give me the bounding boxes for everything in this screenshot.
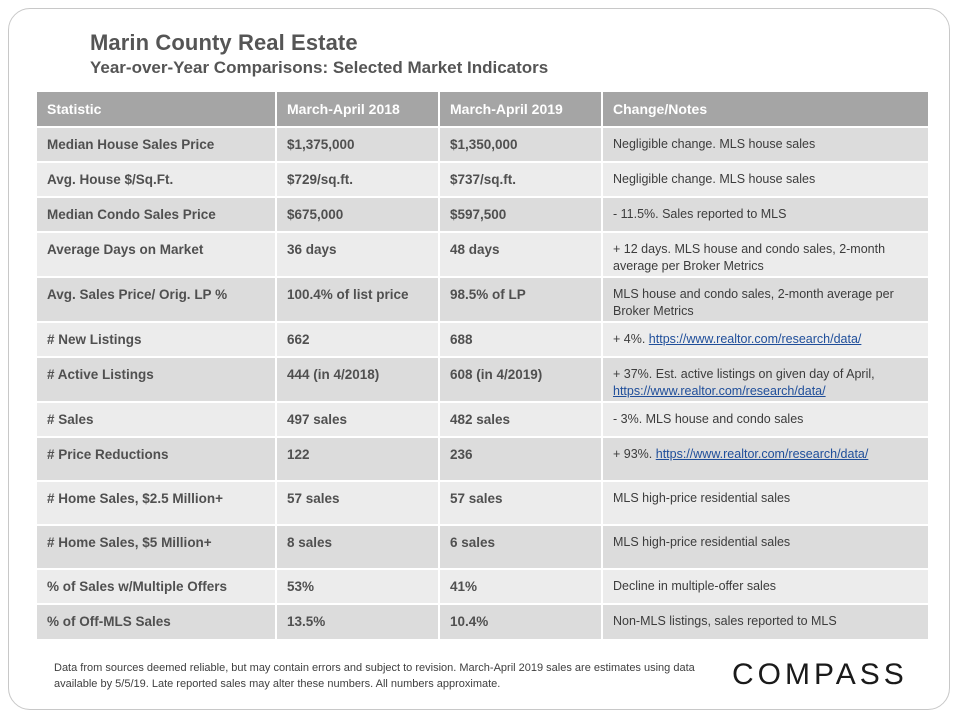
realtor-data-link[interactable]: https://www.realtor.com/research/data/ [655, 447, 869, 461]
cell-change-notes: + 37%. Est. active listings on given day… [602, 356, 928, 402]
cell-2019-value: 57 sales [439, 480, 603, 525]
cell-statistic: # Home Sales, $2.5 Million+ [37, 480, 277, 525]
note-text: MLS high-price residential sales [613, 491, 791, 505]
cell-2019-value: $1,350,000 [439, 126, 603, 162]
note-text: MLS house and condo sales, 2-month avera… [613, 287, 894, 318]
note-text: + 93%. [613, 447, 656, 461]
cell-change-notes: Negligible change. MLS house sales [602, 161, 928, 197]
cell-2019-value: 236 [439, 436, 603, 481]
compass-logo: COMPASS [732, 658, 908, 691]
cell-2018-value: 57 sales [276, 480, 440, 525]
cell-2018-value: $729/sq.ft. [276, 161, 440, 197]
table-header-row: Statistic March-April 2018 March-April 2… [37, 92, 928, 127]
page-subtitle: Year-over-Year Comparisons: Selected Mar… [90, 58, 549, 77]
cell-2018-value: 36 days [276, 231, 440, 277]
cell-2019-value: $737/sq.ft. [439, 161, 603, 197]
cell-statistic: # Active Listings [37, 356, 277, 402]
note-text: - 3%. MLS house and condo sales [613, 412, 804, 426]
cell-2018-value: 497 sales [276, 401, 440, 437]
table-row: % of Off-MLS Sales 13.5% 10.4% Non-MLS list… [37, 603, 928, 639]
cell-change-notes: + 93%. https://www.realtor.com/research/… [602, 436, 928, 481]
cell-2019-value: 6 sales [439, 524, 603, 569]
cell-2018-value: 13.5% [276, 603, 440, 639]
footer-disclaimer: Data from sources deemed reliable, but m… [54, 662, 695, 690]
note-text: Non-MLS listings, sales reported to MLS [613, 614, 837, 628]
page-title: Marin County Real Estate [90, 30, 358, 55]
note-text: + 12 days. MLS house and condo sales, 2-… [613, 242, 886, 273]
cell-2018-value: 122 [276, 436, 440, 481]
cell-statistic: Avg. Sales Price/ Orig. LP % [37, 276, 277, 322]
cell-statistic: # Price Reductions [37, 436, 277, 481]
cell-2018-value: 444 (in 4/2018) [276, 356, 440, 402]
cell-statistic: Avg. House $/Sq.Ft. [37, 161, 277, 197]
cell-change-notes: - 3%. MLS house and condo sales [602, 401, 928, 437]
cell-change-notes: Negligible change. MLS house sales [602, 126, 928, 162]
cell-2018-value: 100.4% of list price [276, 276, 440, 322]
cell-statistic: % of Off-MLS Sales [37, 603, 277, 639]
cell-change-notes: MLS high-price residential sales [602, 524, 928, 569]
cell-2019-value: $597,500 [439, 196, 603, 232]
cell-2018-value: $675,000 [276, 196, 440, 232]
cell-2018-value: 8 sales [276, 524, 440, 569]
table-row: # Sales 497 sales 482 sales - 3%. MLS house… [37, 401, 928, 437]
note-text: + 4%. [613, 332, 649, 346]
cell-statistic: % of Sales w/Multiple Offers [37, 568, 277, 604]
cell-2019-value: 48 days [439, 231, 603, 277]
cell-2018-value: 662 [276, 321, 440, 357]
note-text: Negligible change. MLS house sales [613, 137, 816, 151]
table-row: Median House Sales Price $1,375,000 $1,350… [37, 126, 928, 162]
cell-statistic: # Home Sales, $5 Million+ [37, 524, 277, 569]
cell-change-notes: Non-MLS listings, sales reported to MLS [602, 603, 928, 639]
cell-2019-value: 98.5% of LP [439, 276, 603, 322]
header-statistic: Statistic [37, 92, 277, 127]
cell-statistic: # Sales [37, 401, 277, 437]
note-text: + 37%. Est. active listings on given day… [613, 367, 875, 381]
table-row: Median Condo Sales Price $675,000 $597,500… [37, 196, 928, 232]
cell-2019-value: 10.4% [439, 603, 603, 639]
table-row: Avg. Sales Price/ Orig. LP % 100.4% of li… [37, 276, 928, 322]
table-row: # Price Reductions 122 236 + 93%. https://w… [37, 436, 928, 481]
market-indicators-table: Statistic March-April 2018 March-April 2… [37, 92, 928, 639]
note-text: Decline in multiple-offer sales [613, 579, 777, 593]
table-row: # New Listings 662 688 + 4%. https://www.re… [37, 321, 928, 357]
header-change-notes: Change/Notes [602, 92, 928, 127]
table-row: Average Days on Market 36 days 48 days + 12… [37, 231, 928, 277]
note-text: - 11.5%. Sales reported to MLS [613, 207, 787, 221]
note-text: MLS high-price residential sales [613, 535, 791, 549]
realtor-data-link[interactable]: https://www.realtor.com/research/data/ [648, 332, 862, 346]
cell-change-notes: MLS house and condo sales, 2-month avera… [602, 276, 928, 322]
header-march-april-2018: March-April 2018 [276, 92, 440, 127]
cell-change-notes: + 4%. https://www.realtor.com/research/d… [602, 321, 928, 357]
cell-2019-value: 482 sales [439, 401, 603, 437]
cell-change-notes: - 11.5%. Sales reported to MLS [602, 196, 928, 232]
cell-statistic: Median House Sales Price [37, 126, 277, 162]
cell-statistic: # New Listings [37, 321, 277, 357]
cell-2019-value: 41% [439, 568, 603, 604]
cell-statistic: Average Days on Market [37, 231, 277, 277]
cell-change-notes: + 12 days. MLS house and condo sales, 2-… [602, 231, 928, 277]
header-march-april-2019: March-April 2019 [439, 92, 603, 127]
table-row: Avg. House $/Sq.Ft. $729/sq.ft. $737/sq.ft… [37, 161, 928, 197]
cell-2019-value: 688 [439, 321, 603, 357]
table-row: % of Sales w/Multiple Offers 53% 41% Declin… [37, 568, 928, 604]
realtor-data-link[interactable]: https://www.realtor.com/research/data/ [613, 384, 826, 398]
table-row: # Home Sales, $5 Million+ 8 sales 6 sales M… [37, 524, 928, 569]
table-row: # Home Sales, $2.5 Million+ 57 sales 57 sa… [37, 480, 928, 525]
cell-change-notes: MLS high-price residential sales [602, 480, 928, 525]
cell-2018-value: 53% [276, 568, 440, 604]
cell-change-notes: Decline in multiple-offer sales [602, 568, 928, 604]
table-row: # Active Listings 444 (in 4/2018) 608 (in … [37, 356, 928, 402]
cell-statistic: Median Condo Sales Price [37, 196, 277, 232]
cell-2018-value: $1,375,000 [276, 126, 440, 162]
cell-2019-value: 608 (in 4/2019) [439, 356, 603, 402]
note-text: Negligible change. MLS house sales [613, 172, 816, 186]
